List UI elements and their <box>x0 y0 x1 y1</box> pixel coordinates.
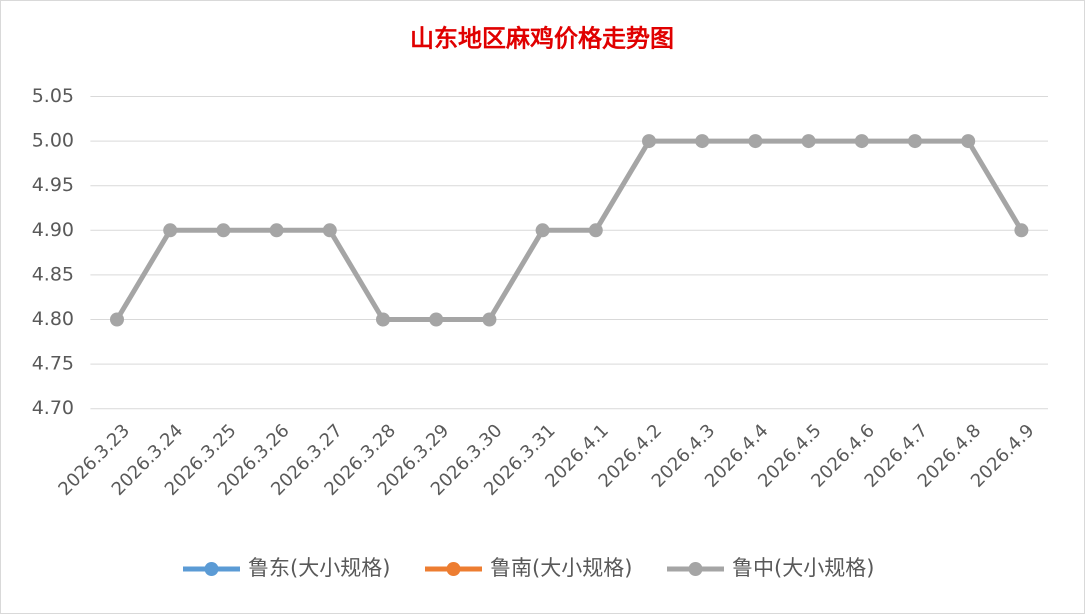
data-point <box>961 134 976 149</box>
legend-label: 鲁南(大小规格) <box>490 556 632 580</box>
data-point <box>535 223 550 238</box>
series-line <box>114 138 1024 322</box>
y-tick-label: 4.70 <box>32 397 74 419</box>
data-point <box>588 223 603 238</box>
data-point <box>854 134 869 149</box>
data-point <box>748 134 763 149</box>
data-point <box>908 134 922 149</box>
y-tick-label: 4.75 <box>32 353 74 375</box>
y-tick-label: 4.80 <box>32 308 74 330</box>
data-point <box>642 134 656 149</box>
data-point <box>322 223 337 238</box>
data-point <box>482 312 497 327</box>
data-point <box>429 312 444 327</box>
data-point <box>376 312 390 327</box>
data-point <box>163 223 178 238</box>
legend-label: 鲁东(大小规格) <box>248 556 390 580</box>
legend-marker <box>688 562 703 576</box>
data-point <box>216 223 231 238</box>
y-tick-label: 4.90 <box>32 219 74 241</box>
chart-title: 山东地区麻鸡价格走势图 <box>410 24 674 53</box>
y-tick-label: 4.85 <box>32 263 74 285</box>
legend-marker <box>446 562 461 576</box>
data-point <box>269 223 284 238</box>
legend-marker <box>204 562 219 576</box>
y-tick-label: 5.00 <box>32 130 74 152</box>
data-point <box>801 134 816 149</box>
data-point <box>110 312 124 327</box>
data-point <box>1014 223 1029 238</box>
data-point <box>695 134 710 149</box>
legend-label: 鲁中(大小规格) <box>732 556 874 580</box>
y-tick-label: 5.05 <box>32 85 74 107</box>
y-tick-label: 4.95 <box>32 174 74 196</box>
